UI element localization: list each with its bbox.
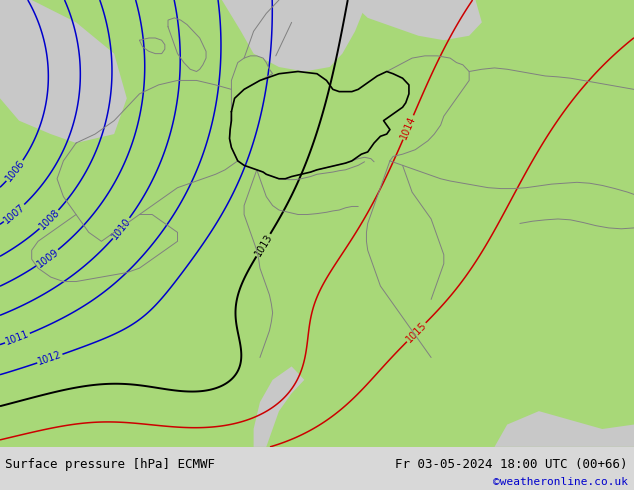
Text: 1013: 1013	[252, 232, 274, 258]
Text: Surface pressure [hPa] ECMWF: Surface pressure [hPa] ECMWF	[5, 458, 215, 470]
Text: 1012: 1012	[37, 350, 63, 368]
Polygon shape	[349, 0, 482, 40]
Text: 1015: 1015	[404, 320, 429, 344]
Text: 1014: 1014	[399, 114, 418, 141]
Text: 1009: 1009	[35, 246, 60, 269]
Text: 1008: 1008	[37, 207, 61, 232]
Text: 1006: 1006	[3, 158, 27, 184]
Polygon shape	[25, 63, 63, 89]
Text: ©weatheronline.co.uk: ©weatheronline.co.uk	[493, 477, 628, 487]
Text: Fr 03-05-2024 18:00 UTC (00+66): Fr 03-05-2024 18:00 UTC (00+66)	[395, 458, 628, 470]
Polygon shape	[0, 0, 634, 447]
Text: 1010: 1010	[110, 216, 133, 241]
Polygon shape	[254, 367, 304, 447]
Text: 1011: 1011	[4, 329, 30, 347]
Polygon shape	[222, 0, 368, 72]
Polygon shape	[0, 0, 127, 143]
Polygon shape	[495, 411, 634, 447]
Text: 1007: 1007	[2, 201, 27, 225]
